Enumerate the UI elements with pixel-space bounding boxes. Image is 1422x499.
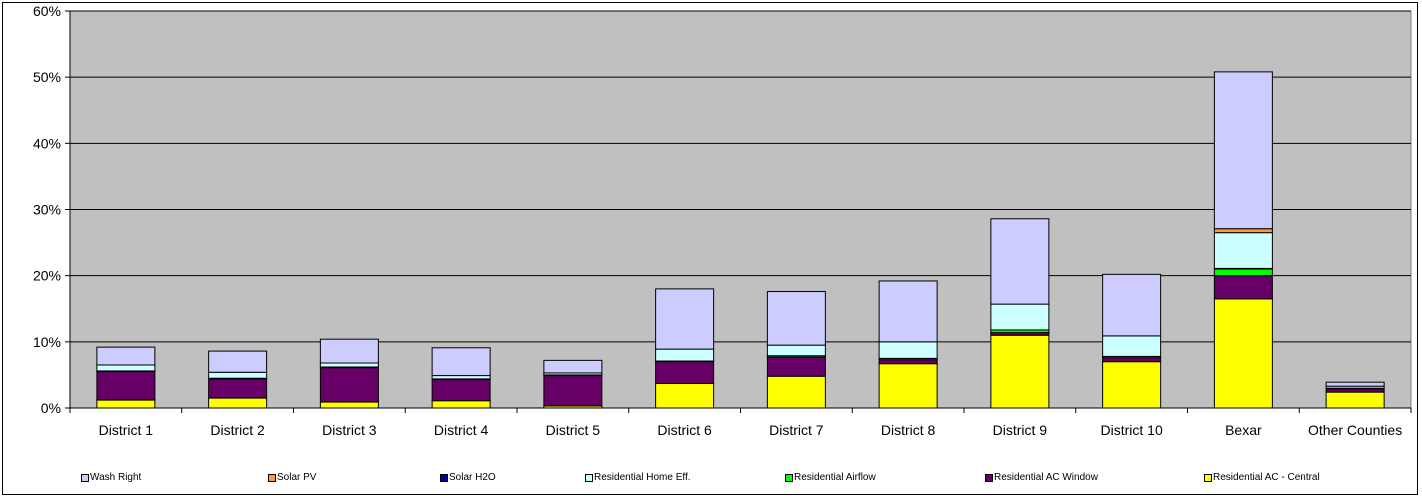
legend-label: Solar PV [277,472,317,483]
bar-segment [1213,268,1273,277]
bar-segment [543,359,603,374]
bar-segment [1102,361,1162,409]
y-tick-label: 20% [33,268,61,284]
bar-segment [208,397,268,409]
bar-segment [319,338,379,364]
y-tick-label: 10% [33,334,61,350]
bar-segment [96,399,156,409]
x-tick-label: District 3 [322,422,377,438]
legend-swatch [81,473,89,482]
bar-segment [766,291,826,346]
legend-swatch [785,473,793,482]
x-tick-label: District 7 [769,422,824,438]
bar-segment [431,400,491,409]
bar-segment [1102,357,1162,363]
chart-legend: Wash Right Solar PV Solar H2O Residential H… [3,472,1419,490]
x-tick-label: District 9 [993,422,1048,438]
bar-segment [878,363,938,409]
legend-swatch [440,473,448,482]
x-tick-label: District 6 [657,422,712,438]
bar-segment [766,344,826,357]
legend-label: Residential AC - Central [1213,472,1320,483]
bar-segment [96,346,156,366]
x-tick-label: Other Counties [1308,422,1402,438]
bar-segment [208,378,268,399]
stacked-bar-chart: 0% 10% 20% 30% 40% 50% 60% District 1 District 2… [33,3,1412,438]
bar-segment [878,341,938,359]
legend-item: Solar PV [268,472,316,483]
bar-segment [1213,298,1273,409]
bar-segment [1325,391,1385,409]
bar-segment [990,218,1050,305]
legend-label: Residential Home Eff. [594,472,691,483]
y-tick-label: 50% [33,69,61,85]
legend-label: Residential AC Window [994,472,1098,483]
y-tick-label: 60% [33,3,61,19]
bar-segment [208,371,268,379]
bar-segment [1213,232,1273,269]
legend-swatch [1204,473,1212,482]
bar-segment [319,362,379,368]
legend-label: Wash Right [90,472,142,483]
bar-segment [431,347,491,377]
legend-item: Solar H2O [440,472,496,483]
bar-segment [1102,273,1162,337]
bar-segment [1213,275,1273,300]
bar-segment [208,350,268,373]
x-tick-label: District 4 [434,422,489,438]
bar-segment [1213,71,1273,230]
bar-segment [655,361,715,385]
bar-segment [766,356,826,377]
legend-swatch [585,473,593,482]
x-tick-label: District 5 [546,422,601,438]
y-tick-label: 0% [41,400,61,416]
bar-segment [1102,335,1162,357]
x-tick-label: District 2 [210,422,265,438]
bar-segment [1213,228,1273,234]
legend-item: Residential Airflow [785,472,876,483]
legend-label: Residential Airflow [794,472,876,483]
bar-segment [319,401,379,409]
legend-label: Solar H2O [449,472,496,483]
bar-segment [878,359,938,365]
legend-item: Residential Home Eff. [585,472,691,483]
legend-item: Residential AC - Central [1204,472,1320,483]
bar-segment [96,364,156,372]
bar-segment [319,367,379,403]
bar-segment [655,288,715,350]
y-tick-label: 30% [33,202,61,218]
x-tick-label: District 10 [1101,422,1163,438]
legend-swatch [268,473,276,482]
bar-segment [878,280,938,343]
bar-segment [96,371,156,401]
bar-segment [766,375,826,409]
bar-segment [990,303,1050,331]
bar-segment [431,379,491,402]
bar-segment [655,348,715,362]
bar-segment [990,334,1050,409]
bar-segment [1325,381,1385,387]
legend-item: Residential AC Window [985,472,1098,483]
y-tick-label: 40% [33,135,61,151]
x-tick-label: District 8 [881,422,936,438]
bar-segment [543,375,603,407]
x-tick-label: District 1 [99,422,154,438]
legend-swatch [985,473,993,482]
x-tick-label: Bexar [1225,422,1262,438]
bar-segment [655,383,715,409]
legend-item: Wash Right [81,472,141,483]
